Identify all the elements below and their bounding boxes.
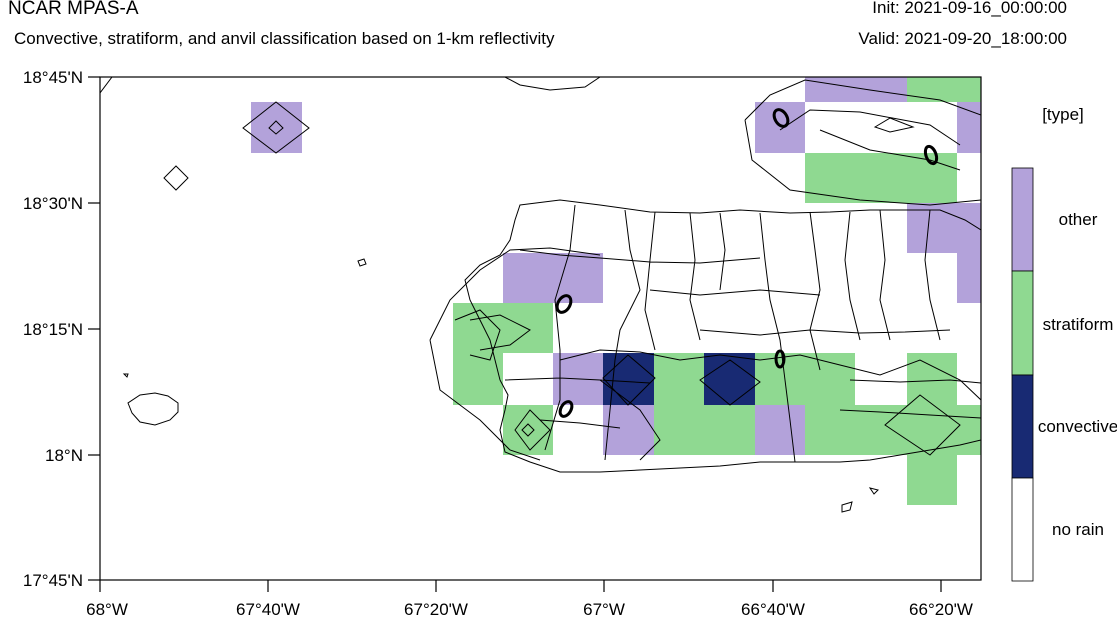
contour-ellipse (558, 400, 574, 418)
map-subtitle: Convective, stratiform, and anvil classi… (14, 29, 555, 48)
cell-other (957, 102, 981, 153)
vieques-island (841, 487, 879, 513)
lat-tick-label: 18°30'N (23, 194, 83, 213)
cell-other (503, 253, 603, 303)
cell-convective (704, 353, 755, 405)
cell-stratiform (654, 353, 704, 405)
municipal-borders (504, 204, 981, 463)
lon-tick-label: 67°W (583, 600, 625, 619)
contour-diamond (268, 120, 284, 135)
cell-other (251, 102, 302, 153)
lat-tick-label: 18°N (45, 446, 83, 465)
lon-tick-label: 67°40'W (236, 600, 300, 619)
lon-tick-label: 66°20'W (909, 600, 973, 619)
legend-title: [type] (1042, 105, 1084, 124)
mona-island (127, 392, 179, 426)
cell-convective (603, 353, 654, 405)
cell-stratiform (654, 405, 755, 455)
cell-stratiform (907, 455, 957, 505)
contour-west (429, 247, 601, 461)
legend-label: stratiform (1043, 315, 1114, 334)
puerto-rico-coast (464, 199, 981, 473)
lon-tick-label: 66°40'W (741, 600, 805, 619)
top-curve (504, 77, 601, 91)
north-curve (100, 77, 113, 94)
cell-other (957, 253, 981, 303)
contour-diamond (163, 165, 189, 191)
cell-stratiform (907, 77, 981, 102)
init-time: Init: 2021-09-16_00:00:00 (872, 0, 1067, 17)
legend-label: no rain (1052, 520, 1104, 539)
lat-tick-label: 18°45'N (23, 68, 83, 87)
cell-stratiform (453, 303, 553, 353)
legend-swatch-stratiform (1011, 270, 1034, 376)
cell-stratiform (755, 353, 855, 405)
cell-other (805, 77, 907, 102)
cell-stratiform (907, 353, 957, 405)
lat-tick-label: 17°45'N (23, 571, 83, 590)
cell-other (755, 405, 805, 455)
cell-stratiform (453, 353, 503, 405)
legend-swatch-no-rain (1011, 477, 1034, 582)
legend-swatch-convective (1011, 374, 1034, 479)
contours (163, 79, 981, 461)
legend-label: other (1059, 210, 1098, 229)
contour-ne (744, 79, 981, 206)
contour-ellipse (772, 108, 790, 128)
cell-stratiform (805, 153, 957, 203)
contour-ellipse (774, 349, 786, 369)
legend-swatch-other (1011, 167, 1034, 272)
valid-time: Valid: 2021-09-20_18:00:00 (858, 29, 1067, 48)
cell-other (603, 405, 654, 455)
lon-axis (99, 580, 942, 592)
contour-central (514, 349, 981, 461)
lon-tick-label: 68°W (86, 600, 128, 619)
contour-ellipse (923, 144, 939, 166)
classification-cells (251, 77, 981, 505)
lat-tick-label: 18°15'N (23, 320, 83, 339)
coastlines (100, 77, 981, 513)
legend: [type] other stratiform convective no ra… (1011, 105, 1117, 582)
contour-ellipse (555, 294, 573, 314)
lat-axis (88, 76, 100, 581)
legend-label: convective (1038, 417, 1117, 436)
lon-tick-label: 67°20'W (404, 600, 468, 619)
contour-diamond (242, 101, 310, 154)
map-title: NCAR MPAS-A (8, 0, 139, 19)
desecheo-island (122, 258, 367, 378)
